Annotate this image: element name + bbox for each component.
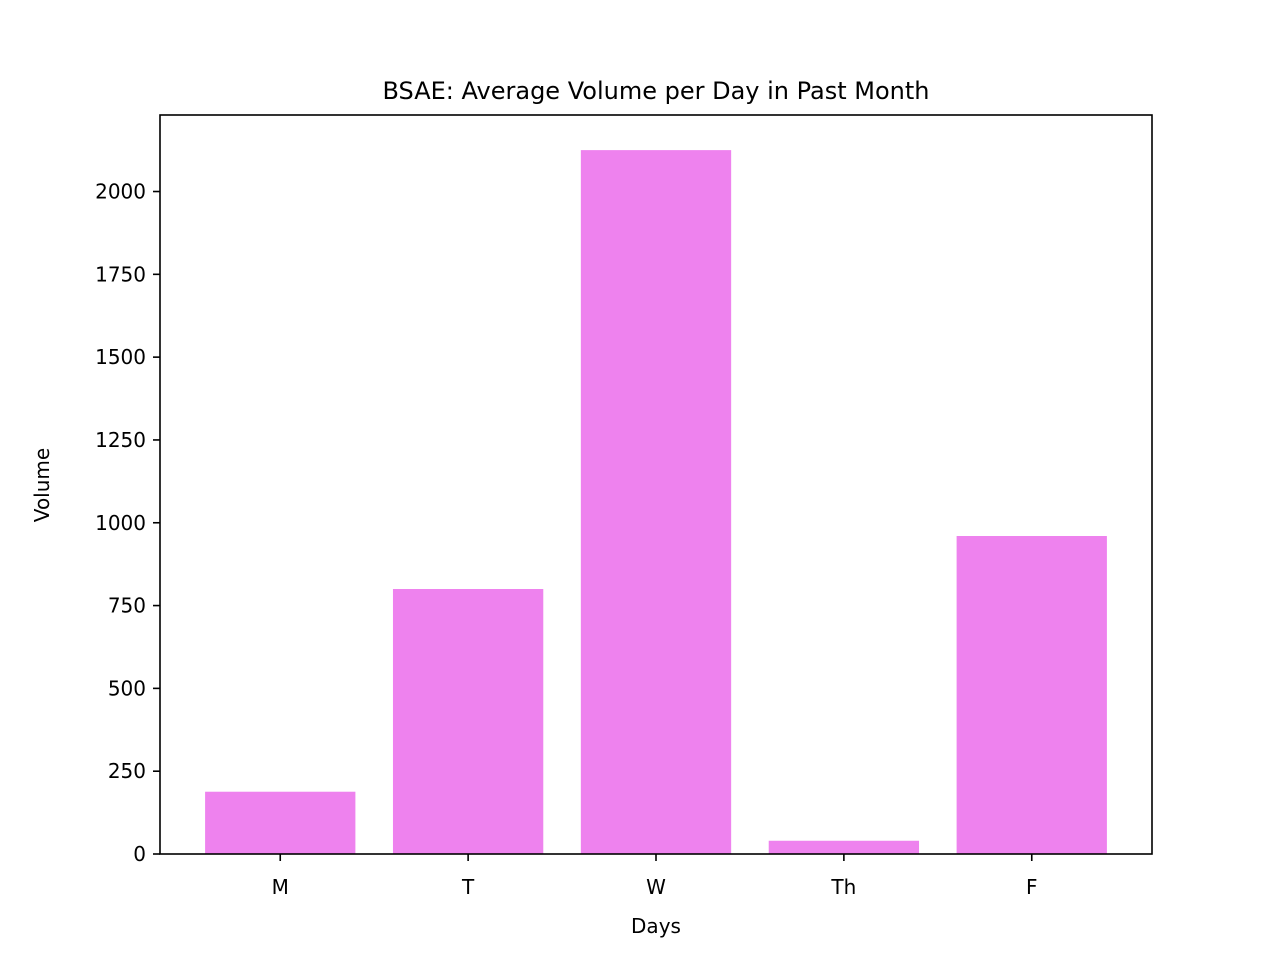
- bar-m: [205, 791, 356, 854]
- y-tick-label: 1000: [95, 511, 146, 535]
- x-axis-ticks: M T W Th F: [272, 854, 1038, 899]
- bar-th: [768, 840, 920, 854]
- bars-group: [205, 150, 1107, 855]
- chart-title: BSAE: Average Volume per Day in Past Mon…: [383, 77, 930, 105]
- y-tick-label: 250: [108, 759, 146, 783]
- x-tick-label: W: [646, 875, 666, 899]
- x-tick-label: M: [272, 875, 289, 899]
- x-tick-label: F: [1026, 875, 1038, 899]
- bar-w: [580, 150, 732, 855]
- y-tick-label: 2000: [95, 180, 146, 204]
- y-tick-label: 1250: [95, 428, 146, 452]
- x-tick-label: Th: [830, 875, 856, 899]
- bar-t: [392, 589, 544, 854]
- y-tick-label: 0: [133, 842, 146, 866]
- y-axis-ticks: 0 250 500 750 1000 1250 1500 1750 2000: [95, 180, 160, 866]
- y-tick-label: 1500: [95, 345, 146, 369]
- y-tick-label: 750: [108, 594, 146, 618]
- x-tick-label: T: [461, 875, 475, 899]
- y-tick-label: 1750: [95, 262, 146, 286]
- x-axis-label: Days: [631, 914, 681, 938]
- bar-f: [956, 536, 1107, 854]
- y-axis-label: Volume: [30, 448, 54, 522]
- plot-frame: [159, 114, 1153, 855]
- y-tick-label: 500: [108, 676, 146, 700]
